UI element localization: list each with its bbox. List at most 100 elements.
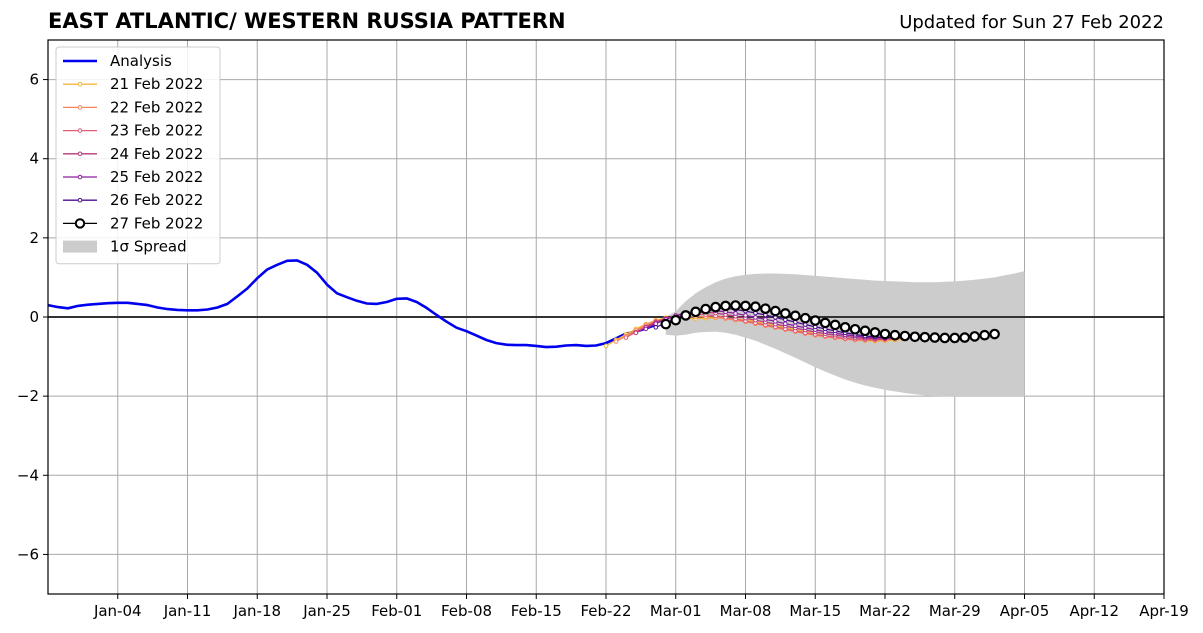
- data-point: [660, 318, 672, 330]
- y-tick-label: 2: [29, 229, 39, 247]
- x-tick-label: Jan-18: [232, 602, 281, 620]
- data-point: [939, 332, 951, 344]
- x-tick-label: Feb-01: [371, 602, 422, 620]
- data-point: [790, 310, 801, 322]
- legend-marker: [77, 81, 83, 87]
- x-tick-label: Mar-22: [859, 602, 911, 620]
- legend: Analysis 21 Feb 2022 22 Feb 2022 23 Feb 202…: [55, 46, 221, 265]
- series-lines: [47, 259, 1000, 349]
- series-27-feb-2022: [660, 300, 1000, 344]
- legend-item: 26 Feb 2022: [63, 191, 203, 209]
- x-tick-label: Apr-05: [1000, 602, 1050, 620]
- data-point: [720, 300, 731, 312]
- x-tick-label: Mar-29: [929, 602, 981, 620]
- data-point: [633, 330, 639, 336]
- series-analysis: [47, 259, 657, 349]
- x-tick-label: Feb-22: [580, 602, 631, 620]
- legend-box: [55, 46, 221, 265]
- data-point: [949, 332, 961, 344]
- data-point: [760, 303, 771, 314]
- series-line: [47, 259, 657, 349]
- data-point: [793, 323, 798, 329]
- legend-marker: [77, 105, 83, 110]
- y-tick-label: 4: [29, 150, 39, 168]
- legend-item: 22 Feb 2022: [63, 98, 203, 116]
- legend-label: 22 Feb 2022: [110, 98, 203, 116]
- legend-item: 21 Feb 2022: [63, 75, 203, 93]
- data-point: [680, 310, 692, 321]
- data-point: [869, 327, 881, 338]
- data-point: [763, 317, 768, 322]
- x-tick-label: Apr-12: [1070, 602, 1120, 620]
- data-point: [879, 328, 891, 340]
- data-point: [819, 317, 831, 329]
- data-point: [969, 331, 980, 342]
- legend-marker: [77, 197, 83, 203]
- y-tick-label: −4: [17, 466, 39, 484]
- data-point: [743, 313, 748, 318]
- data-point: [740, 300, 751, 312]
- data-point: [670, 314, 682, 326]
- data-point: [653, 321, 659, 327]
- data-point: [799, 312, 811, 324]
- data-point: [770, 305, 781, 317]
- data-point: [839, 321, 851, 333]
- x-tick-label: Mar-01: [650, 602, 702, 620]
- x-tick-label: Jan-25: [302, 602, 351, 620]
- legend-marker: [77, 174, 83, 180]
- data-point: [849, 323, 861, 335]
- data-point: [989, 328, 1000, 340]
- legend-label: 25 Feb 2022: [110, 168, 203, 186]
- data-point: [750, 301, 761, 313]
- data-point: [959, 332, 971, 343]
- data-point: [773, 319, 778, 324]
- data-point: [603, 343, 609, 349]
- data-point: [889, 329, 901, 341]
- y-tick-label: −2: [17, 387, 39, 405]
- data-point: [829, 319, 841, 331]
- x-tick-label: Feb-08: [441, 602, 492, 620]
- data-point: [710, 301, 721, 313]
- axes: Jan-04 Jan-11 Jan-18 Jan-25 Feb-01 Feb-08 Feb-…: [17, 71, 1189, 620]
- data-point: [859, 325, 871, 337]
- data-point: [919, 331, 931, 343]
- legend-label: 1σ Spread: [110, 238, 187, 256]
- y-tick-label: −6: [17, 545, 39, 563]
- y-tick-label: 6: [29, 71, 39, 89]
- data-point: [929, 332, 941, 343]
- data-point: [653, 324, 659, 330]
- legend-item: 27 Feb 2022: [63, 214, 203, 232]
- legend-label: 24 Feb 2022: [110, 145, 203, 163]
- data-point: [623, 335, 629, 340]
- data-point: [979, 329, 990, 341]
- legend-item: 24 Feb 2022: [63, 145, 203, 163]
- legend-label: 21 Feb 2022: [110, 75, 203, 93]
- legend-swatch: [63, 240, 97, 253]
- legend-marker: [77, 151, 83, 157]
- legend-item-spread: 1σ Spread: [63, 238, 187, 256]
- x-tick-label: Feb-15: [511, 602, 562, 620]
- x-tick-label: Jan-11: [163, 602, 212, 620]
- legend-item: 23 Feb 2022: [63, 122, 203, 140]
- data-point: [733, 311, 738, 316]
- data-point: [780, 308, 791, 319]
- legend-item: 25 Feb 2022: [63, 168, 203, 186]
- data-point: [730, 300, 741, 311]
- data-point: [690, 306, 701, 318]
- legend-label: 27 Feb 2022: [110, 214, 203, 232]
- legend-label: 23 Feb 2022: [110, 122, 203, 140]
- legend-marker: [74, 218, 86, 229]
- data-point: [809, 315, 821, 326]
- data-point: [613, 339, 619, 344]
- data-point: [753, 315, 758, 320]
- x-tick-label: Mar-08: [720, 602, 772, 620]
- legend-item: Analysis: [63, 52, 172, 70]
- y-tick-label: 0: [29, 308, 39, 326]
- data-point: [643, 326, 649, 332]
- chart-subtitle: Updated for Sun 27 Feb 2022: [899, 12, 1164, 33]
- legend-label: Analysis: [110, 52, 172, 70]
- data-point: [783, 321, 788, 327]
- legend-marker: [77, 128, 83, 133]
- data-point: [909, 331, 921, 343]
